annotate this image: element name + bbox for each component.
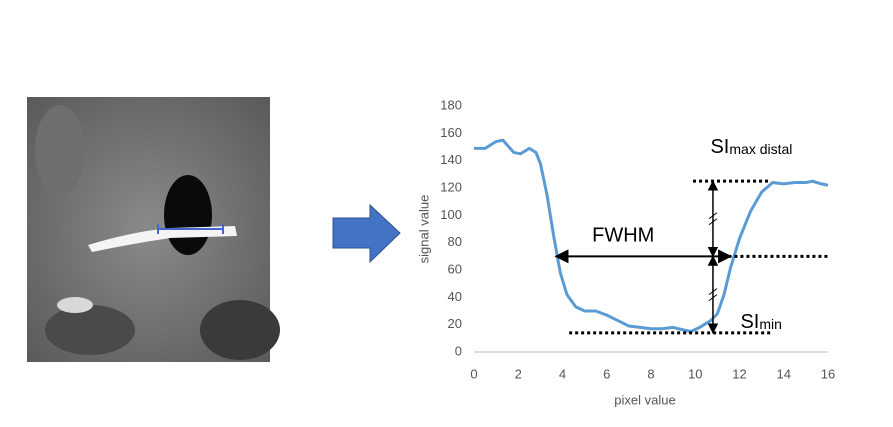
break-tick bbox=[708, 218, 718, 226]
y-tick-label: 0 bbox=[455, 343, 462, 358]
y-tick-label: 20 bbox=[448, 316, 462, 331]
y-tick-label: 180 bbox=[440, 97, 462, 112]
x-axis-label: pixel value bbox=[614, 392, 675, 407]
data-line bbox=[474, 138, 829, 333]
y-tick-label: 40 bbox=[448, 289, 462, 304]
break-tick bbox=[708, 212, 718, 220]
fwhm-label: FWHM bbox=[592, 225, 654, 247]
x-tick-label: 6 bbox=[603, 366, 610, 381]
y-tick-label: 100 bbox=[440, 207, 462, 222]
level-label-sub: max distal bbox=[729, 141, 792, 157]
x-tick-label: 8 bbox=[647, 366, 654, 381]
break-tick bbox=[708, 288, 718, 296]
x-tick-label: 10 bbox=[688, 366, 702, 381]
x-tick-label: 2 bbox=[515, 366, 522, 381]
ct-image bbox=[27, 97, 280, 362]
y-tick-label: 140 bbox=[440, 152, 462, 167]
y-axis-label: signal value bbox=[416, 195, 431, 264]
y-tick-label: 160 bbox=[440, 125, 462, 140]
level-label-sub: min bbox=[759, 316, 782, 332]
level-label: SImin bbox=[740, 311, 781, 333]
level-label: SImax distal bbox=[710, 136, 792, 158]
y-tick-label: 60 bbox=[448, 261, 462, 276]
level-label-main: SI bbox=[710, 136, 729, 158]
x-tick-label: 12 bbox=[732, 366, 746, 381]
y-tick-label: 120 bbox=[440, 179, 462, 194]
y-tick-label: 80 bbox=[448, 234, 462, 249]
x-tick-label: 0 bbox=[470, 366, 477, 381]
level-label-main: SI bbox=[740, 311, 759, 333]
x-tick-label: 4 bbox=[559, 366, 566, 381]
x-tick-label: 14 bbox=[777, 366, 791, 381]
x-tick-label: 16 bbox=[821, 366, 835, 381]
flow-arrow bbox=[332, 203, 401, 264]
break-tick bbox=[708, 294, 718, 302]
